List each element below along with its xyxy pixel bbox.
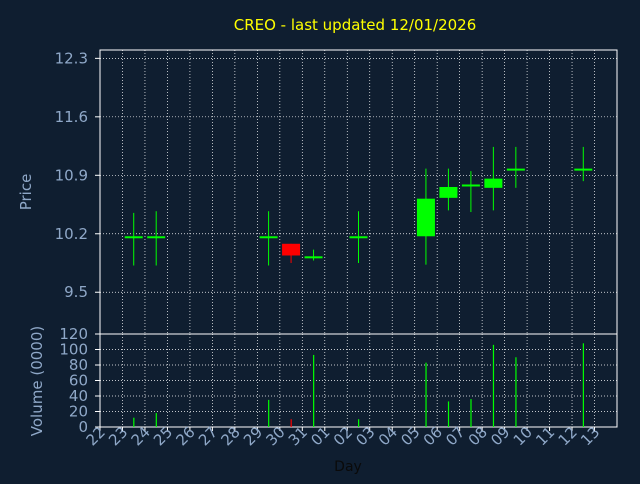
- candle-body: [574, 168, 593, 171]
- price-tick-label: 12.3: [55, 49, 88, 67]
- volume-bar: [447, 401, 450, 427]
- candle-body: [147, 236, 166, 239]
- volume-bar: [358, 419, 360, 427]
- volume-bar: [268, 399, 270, 427]
- candle-body: [349, 236, 368, 239]
- candle-body: [282, 243, 301, 256]
- volume-bar: [313, 354, 315, 427]
- volume-tick-label: 20: [69, 403, 88, 421]
- volume-bar: [515, 357, 517, 427]
- x-axis-label: Day: [334, 459, 362, 475]
- price-tick-label: 11.6: [55, 108, 88, 126]
- price-y-axis: 12.3 11.6 10.9 10.2 9.5: [55, 49, 100, 301]
- volume-tick-label: 0: [78, 418, 88, 436]
- volume-bars-layer: [133, 343, 584, 427]
- candle-body: [259, 236, 278, 239]
- price-axis-label: Price: [17, 174, 35, 211]
- x-axis: 2223242526272829303101020304050607080910…: [83, 423, 604, 449]
- candles-layer: [124, 146, 593, 266]
- price-plot-frame: [99, 49, 618, 335]
- candle-body: [484, 178, 503, 188]
- price-tick-label: 9.5: [64, 283, 88, 301]
- candle-body: [506, 168, 525, 171]
- volume-tick-label: 120: [59, 325, 88, 343]
- candle-body: [124, 236, 143, 239]
- volume-tick-label: 100: [59, 341, 88, 359]
- volume-bar: [470, 399, 472, 427]
- volume-tick-label: 80: [69, 356, 88, 374]
- price-tick-label: 10.9: [55, 166, 88, 184]
- candle-body: [461, 184, 480, 187]
- volume-grid: [100, 334, 617, 427]
- chart-title: CREO - last updated 12/01/2026: [234, 16, 477, 34]
- candle-body: [304, 256, 323, 259]
- volume-bar: [155, 413, 157, 427]
- volume-bar: [290, 419, 292, 427]
- candle-body: [439, 186, 458, 198]
- volume-bar: [492, 344, 495, 427]
- volume-bar: [582, 343, 584, 427]
- candle-body: [416, 198, 435, 237]
- volume-axis-label: Volume (0000): [28, 326, 46, 436]
- volume-tick-label: 40: [69, 387, 88, 405]
- price-grid: [100, 50, 617, 334]
- volume-bar: [425, 362, 427, 427]
- volume-bar: [133, 417, 135, 427]
- volume-tick-label: 60: [69, 372, 88, 390]
- price-tick-label: 10.2: [55, 225, 88, 243]
